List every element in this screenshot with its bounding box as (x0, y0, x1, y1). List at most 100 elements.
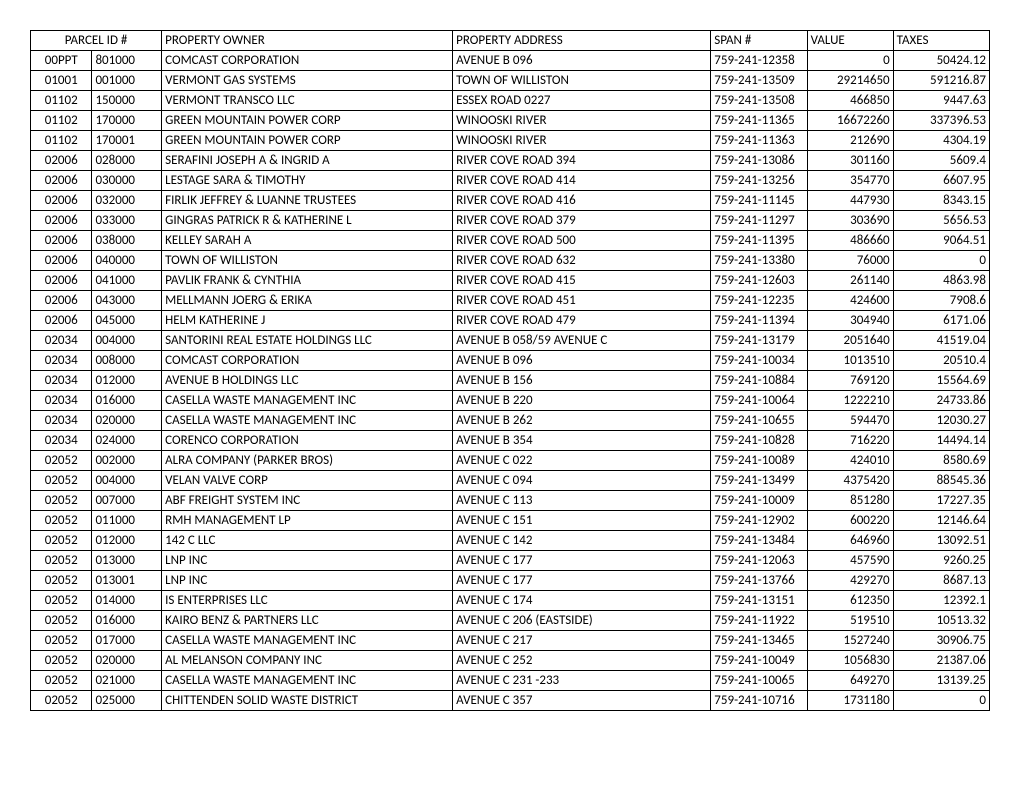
cell-owner: LESTAGE SARA & TIMOTHY (162, 171, 453, 191)
cell-parcel-b: 011000 (92, 511, 162, 531)
cell-parcel-b: 008000 (92, 351, 162, 371)
cell-value: 29214650 (807, 71, 893, 91)
cell-address: TOWN OF WILLISTON (453, 71, 711, 91)
cell-taxes: 21387.06 (893, 651, 989, 671)
cell-parcel-b: 013001 (92, 571, 162, 591)
cell-parcel-a: 01102 (31, 91, 92, 111)
cell-parcel-a: 02006 (31, 171, 92, 191)
cell-owner: VERMONT GAS SYSTEMS (162, 71, 453, 91)
cell-value: 2051640 (807, 331, 893, 351)
table-row: 01102150000VERMONT TRANSCO LLCESSEX ROAD… (31, 91, 990, 111)
cell-parcel-b: 170000 (92, 111, 162, 131)
cell-span: 759-241-11395 (711, 231, 807, 251)
cell-span: 759-241-12235 (711, 291, 807, 311)
cell-parcel-b: 038000 (92, 231, 162, 251)
cell-value: 424600 (807, 291, 893, 311)
cell-owner: GINGRAS PATRICK R & KATHERINE L (162, 211, 453, 231)
cell-span: 759-241-11394 (711, 311, 807, 331)
cell-parcel-b: 150000 (92, 91, 162, 111)
cell-value: 301160 (807, 151, 893, 171)
cell-address: AVENUE C 177 (453, 551, 711, 571)
cell-owner: HELM KATHERINE J (162, 311, 453, 331)
cell-taxes: 4863.98 (893, 271, 989, 291)
cell-owner: KELLEY SARAH A (162, 231, 453, 251)
cell-value: 716220 (807, 431, 893, 451)
cell-address: ESSEX ROAD 0227 (453, 91, 711, 111)
cell-parcel-a: 02052 (31, 471, 92, 491)
cell-span: 759-241-13465 (711, 631, 807, 651)
cell-owner: COMCAST CORPORATION (162, 51, 453, 71)
table-row: 02034016000CASELLA WASTE MANAGEMENT INCA… (31, 391, 990, 411)
header-row: PARCEL ID # PROPERTY OWNER PROPERTY ADDR… (31, 31, 990, 51)
cell-span: 759-241-12603 (711, 271, 807, 291)
cell-value: 429270 (807, 571, 893, 591)
cell-parcel-a: 02006 (31, 211, 92, 231)
cell-span: 759-241-11365 (711, 111, 807, 131)
cell-owner: PAVLIK FRANK & CYNTHIA (162, 271, 453, 291)
cell-value: 424010 (807, 451, 893, 471)
cell-taxes: 4304.19 (893, 131, 989, 151)
cell-span: 759-241-10049 (711, 651, 807, 671)
cell-taxes: 337396.53 (893, 111, 989, 131)
cell-span: 759-241-13179 (711, 331, 807, 351)
cell-span: 759-241-10884 (711, 371, 807, 391)
cell-address: WINOOSKI RIVER (453, 111, 711, 131)
cell-address: RIVER COVE ROAD 632 (453, 251, 711, 271)
cell-owner: ALRA COMPANY (PARKER BROS) (162, 451, 453, 471)
cell-parcel-a: 02006 (31, 291, 92, 311)
cell-address: RIVER COVE ROAD 479 (453, 311, 711, 331)
cell-parcel-b: 032000 (92, 191, 162, 211)
cell-owner: FIRLIK JEFFREY & LUANNE TRUSTEES (162, 191, 453, 211)
cell-value: 76000 (807, 251, 893, 271)
cell-address: RIVER COVE ROAD 414 (453, 171, 711, 191)
cell-parcel-b: 007000 (92, 491, 162, 511)
cell-address: WINOOSKI RIVER (453, 131, 711, 151)
cell-span: 759-241-11145 (711, 191, 807, 211)
cell-taxes: 13139.25 (893, 671, 989, 691)
cell-parcel-b: 041000 (92, 271, 162, 291)
table-row: 02052012000142 C LLCAVENUE C 142759-241-… (31, 531, 990, 551)
cell-span: 759-241-10064 (711, 391, 807, 411)
header-value: VALUE (807, 31, 893, 51)
cell-taxes: 12030.27 (893, 411, 989, 431)
cell-owner: CORENCO CORPORATION (162, 431, 453, 451)
cell-owner: MELLMANN JOERG & ERIKA (162, 291, 453, 311)
cell-parcel-a: 02034 (31, 351, 92, 371)
cell-value: 466850 (807, 91, 893, 111)
cell-value: 1731180 (807, 691, 893, 711)
cell-address: RIVER COVE ROAD 394 (453, 151, 711, 171)
cell-value: 304940 (807, 311, 893, 331)
cell-taxes: 24733.86 (893, 391, 989, 411)
cell-address: AVENUE B 220 (453, 391, 711, 411)
cell-span: 759-241-13766 (711, 571, 807, 591)
cell-address: AVENUE B 354 (453, 431, 711, 451)
cell-parcel-a: 02052 (31, 651, 92, 671)
table-row: 02052016000KAIRO BENZ & PARTNERS LLCAVEN… (31, 611, 990, 631)
cell-value: 612350 (807, 591, 893, 611)
cell-taxes: 15564.69 (893, 371, 989, 391)
cell-owner: GREEN MOUNTAIN POWER CORP (162, 131, 453, 151)
cell-address: AVENUE C 151 (453, 511, 711, 531)
cell-address: AVENUE C 174 (453, 591, 711, 611)
header-address: PROPERTY ADDRESS (453, 31, 711, 51)
cell-address: AVENUE C 094 (453, 471, 711, 491)
cell-parcel-a: 02006 (31, 311, 92, 331)
table-row: 02006032000FIRLIK JEFFREY & LUANNE TRUST… (31, 191, 990, 211)
cell-parcel-a: 01001 (31, 71, 92, 91)
header-owner: PROPERTY OWNER (162, 31, 453, 51)
cell-owner: CASELLA WASTE MANAGEMENT INC (162, 411, 453, 431)
cell-parcel-a: 02052 (31, 611, 92, 631)
cell-parcel-b: 014000 (92, 591, 162, 611)
cell-taxes: 7908.6 (893, 291, 989, 311)
cell-owner: IS ENTERPRISES LLC (162, 591, 453, 611)
cell-span: 759-241-10009 (711, 491, 807, 511)
cell-address: AVENUE B 156 (453, 371, 711, 391)
cell-owner: AL MELANSON COMPANY INC (162, 651, 453, 671)
cell-taxes: 8687.13 (893, 571, 989, 591)
cell-parcel-b: 012000 (92, 531, 162, 551)
cell-address: AVENUE C 142 (453, 531, 711, 551)
cell-value: 212690 (807, 131, 893, 151)
table-row: 02052020000AL MELANSON COMPANY INCAVENUE… (31, 651, 990, 671)
cell-taxes: 5656.53 (893, 211, 989, 231)
table-row: 01001001000VERMONT GAS SYSTEMSTOWN OF WI… (31, 71, 990, 91)
